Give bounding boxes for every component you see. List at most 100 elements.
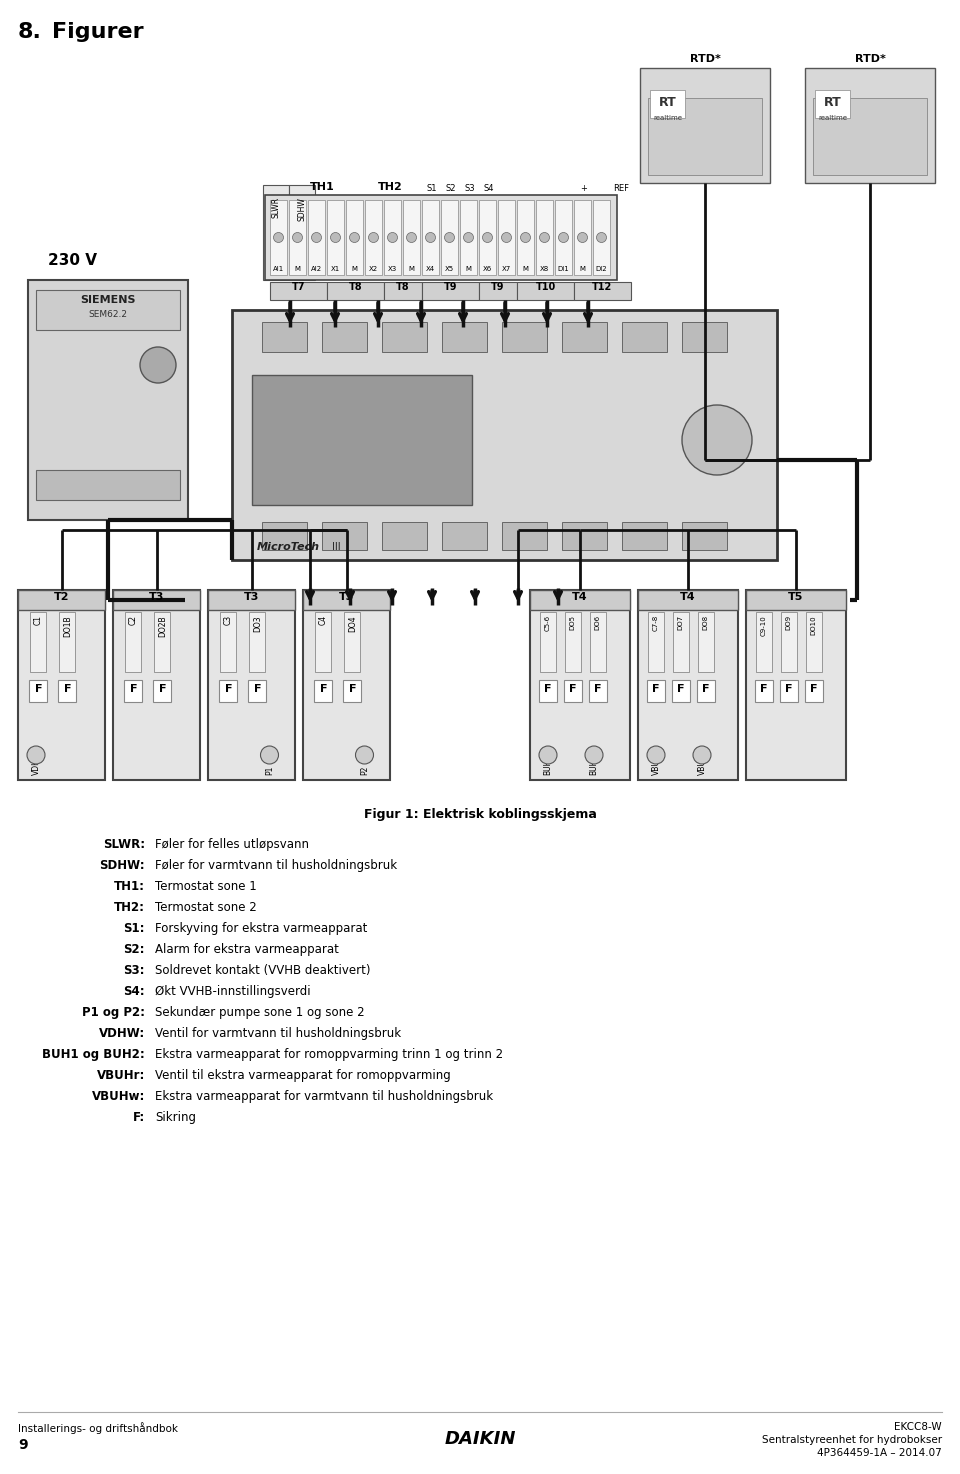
Bar <box>422 282 479 301</box>
Bar <box>252 374 472 506</box>
Text: RTD*: RTD* <box>689 55 720 63</box>
Bar <box>155 612 170 672</box>
Bar <box>650 90 685 118</box>
Text: X1: X1 <box>331 265 340 273</box>
Circle shape <box>693 746 711 764</box>
Bar <box>682 321 727 352</box>
Text: RT: RT <box>824 96 842 109</box>
Bar <box>698 612 713 672</box>
Text: TH2:: TH2: <box>114 901 145 914</box>
Bar <box>208 590 295 610</box>
Text: VBUHr:: VBUHr: <box>97 1069 145 1082</box>
Bar <box>647 612 663 672</box>
Text: S1:: S1: <box>124 923 145 935</box>
Text: Ventil for varmtvann til husholdningsbruk: Ventil for varmtvann til husholdningsbru… <box>155 1027 401 1041</box>
Bar <box>322 522 367 550</box>
Bar <box>697 680 714 702</box>
Bar <box>780 680 798 702</box>
Bar <box>263 186 289 280</box>
Text: Termostat sone 1: Termostat sone 1 <box>155 880 256 893</box>
Circle shape <box>311 233 322 243</box>
Text: F: F <box>784 684 792 694</box>
Bar <box>530 590 630 780</box>
Text: S2: S2 <box>445 184 456 193</box>
Bar <box>154 680 171 702</box>
Bar <box>564 612 581 672</box>
Text: F: F <box>593 684 601 694</box>
Bar <box>638 590 738 610</box>
Text: SDHW: SDHW <box>298 198 306 221</box>
Bar <box>755 680 773 702</box>
Text: SIEMENS: SIEMENS <box>81 295 135 305</box>
Bar <box>756 612 772 672</box>
Bar <box>517 282 574 301</box>
Bar <box>746 590 846 610</box>
Circle shape <box>140 346 176 383</box>
Text: X5: X5 <box>444 265 454 273</box>
Text: M: M <box>295 265 300 273</box>
Text: C3: C3 <box>224 615 233 625</box>
Bar <box>671 680 689 702</box>
Text: DO10: DO10 <box>810 615 817 635</box>
Bar <box>502 321 547 352</box>
Circle shape <box>540 233 549 243</box>
Bar <box>646 680 664 702</box>
Text: DO7: DO7 <box>678 615 684 629</box>
Bar <box>315 612 331 672</box>
Bar <box>289 200 306 276</box>
Text: realtime: realtime <box>819 115 848 121</box>
Bar <box>289 186 315 280</box>
Circle shape <box>369 233 378 243</box>
Circle shape <box>330 233 341 243</box>
Text: Alarm for ekstra varmeapparat: Alarm for ekstra varmeapparat <box>155 943 339 957</box>
Text: F: F <box>677 684 684 694</box>
Text: T3: T3 <box>339 593 354 601</box>
Text: F: F <box>543 684 551 694</box>
Text: F: F <box>759 684 767 694</box>
Text: M: M <box>466 265 471 273</box>
Text: Sentralstyreenhet for hydrobokser: Sentralstyreenhet for hydrobokser <box>762 1436 942 1445</box>
Text: TH1:: TH1: <box>114 880 145 893</box>
Text: Økt VVHB-innstillingsverdi: Økt VVHB-innstillingsverdi <box>155 985 311 998</box>
Text: Ekstra varmeapparat for varmtvann til husholdningsbruk: Ekstra varmeapparat for varmtvann til hu… <box>155 1089 493 1103</box>
Text: C4: C4 <box>319 615 327 625</box>
Text: P1: P1 <box>265 765 274 775</box>
Text: 9: 9 <box>18 1439 28 1452</box>
Text: M: M <box>522 265 529 273</box>
Bar <box>442 522 487 550</box>
Text: T2: T2 <box>54 593 69 601</box>
Circle shape <box>647 746 665 764</box>
Circle shape <box>501 233 512 243</box>
Bar <box>250 612 265 672</box>
Bar <box>593 200 610 276</box>
Text: EKCC8-W: EKCC8-W <box>895 1422 942 1433</box>
Text: III: III <box>332 542 341 551</box>
Bar <box>308 200 325 276</box>
Text: Soldrevet kontakt (VVHB deaktivert): Soldrevet kontakt (VVHB deaktivert) <box>155 964 371 977</box>
Text: F: F <box>253 684 261 694</box>
Text: M: M <box>580 265 586 273</box>
Circle shape <box>596 233 607 243</box>
Bar <box>562 321 607 352</box>
Text: AI1: AI1 <box>273 265 284 273</box>
Text: DO5: DO5 <box>569 615 575 629</box>
Text: M: M <box>409 265 415 273</box>
Bar <box>36 470 180 500</box>
Bar <box>124 680 142 702</box>
Bar <box>314 680 332 702</box>
Circle shape <box>425 233 436 243</box>
Bar <box>813 97 927 175</box>
Circle shape <box>559 233 568 243</box>
Text: DO1B: DO1B <box>62 615 72 637</box>
Text: T8: T8 <box>348 282 362 292</box>
Bar <box>303 590 390 610</box>
Text: F: F <box>320 684 327 694</box>
Text: 8.: 8. <box>18 22 42 41</box>
Text: T9: T9 <box>444 282 457 292</box>
Text: P2: P2 <box>360 765 369 775</box>
Bar <box>219 680 237 702</box>
Bar <box>805 68 935 183</box>
Bar <box>574 282 631 301</box>
Bar <box>682 522 727 550</box>
Circle shape <box>355 746 373 764</box>
